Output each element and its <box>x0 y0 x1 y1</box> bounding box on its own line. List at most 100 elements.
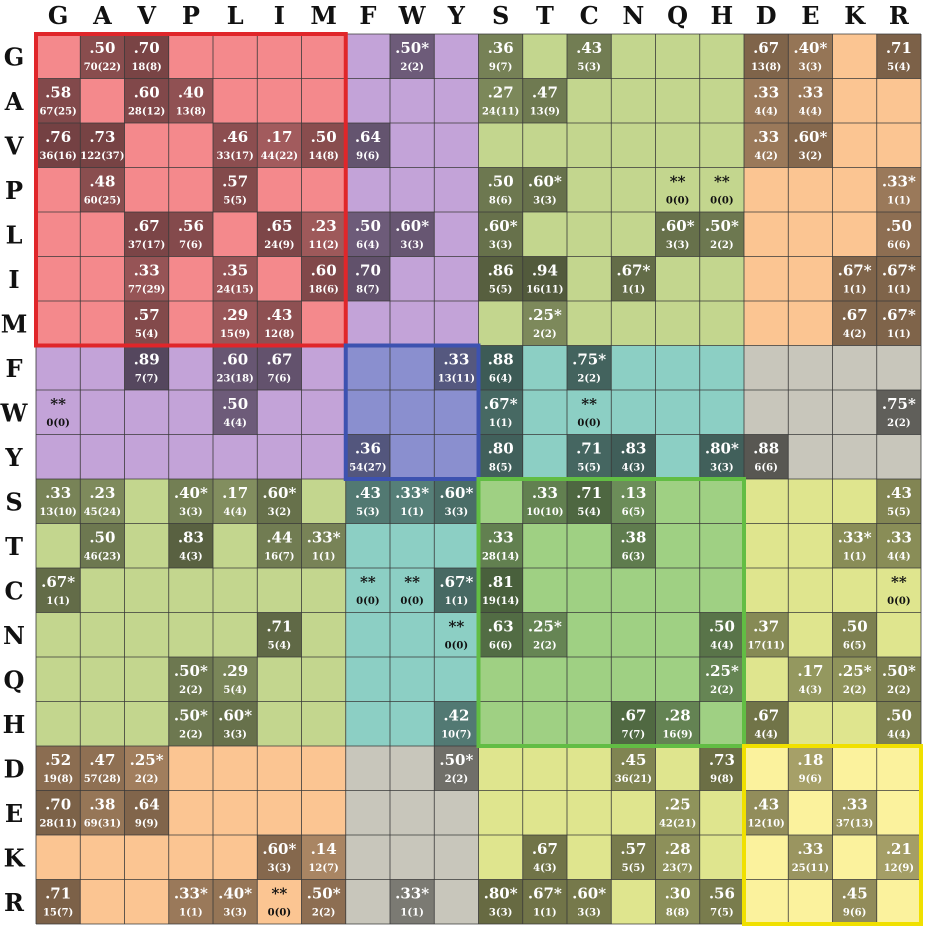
cell-value-label: .33 <box>842 796 868 814</box>
cell-count-label: 23(7) <box>662 863 692 874</box>
cell-value-label: .57 <box>222 173 248 191</box>
cell-background <box>80 879 125 924</box>
heatmap-cell <box>434 701 479 746</box>
cell-value-label: .50* <box>705 217 739 235</box>
cell-background <box>345 390 390 435</box>
heatmap-cell <box>80 167 125 212</box>
cell-value-label: .50 <box>886 707 912 725</box>
heatmap-cell <box>301 212 346 257</box>
heatmap-cell <box>832 301 877 346</box>
heatmap-cell <box>611 701 656 746</box>
cell-count-label: 122(37) <box>80 151 124 162</box>
heatmap-cell <box>168 78 213 123</box>
cell-value-label: .67* <box>484 395 518 413</box>
cell-background <box>390 345 435 390</box>
cell-background <box>567 256 612 301</box>
cell-count-label: 2(2) <box>710 240 733 251</box>
cell-count-label: 24(11) <box>482 107 519 118</box>
cell-count-label: 6(3) <box>622 552 645 563</box>
cell-background <box>832 746 877 791</box>
heatmap-cell <box>876 835 921 880</box>
cell-background <box>36 256 81 301</box>
heatmap-cell <box>80 523 125 568</box>
heatmap-cell <box>434 479 479 524</box>
cell-count-label: 1(1) <box>533 908 556 919</box>
cell-background <box>434 34 479 79</box>
cell-count-label: 2(2) <box>445 774 468 785</box>
cell-background <box>522 390 567 435</box>
heatmap-cell <box>257 123 302 168</box>
cell-background <box>567 568 612 613</box>
heatmap-cell <box>434 345 479 390</box>
cell-count-label: 5(5) <box>577 463 600 474</box>
heatmap-cell <box>788 835 833 880</box>
cell-count-label: 1(1) <box>46 596 69 607</box>
column-label: Y <box>447 1 466 30</box>
cell-count-label: 8(5) <box>489 463 512 474</box>
cell-background <box>478 657 523 702</box>
cell-value-label: .28 <box>665 840 691 858</box>
cell-count-label: 7(6) <box>268 374 291 385</box>
cell-background <box>655 746 700 791</box>
cell-background <box>124 523 169 568</box>
cell-count-label: 77(29) <box>128 285 165 296</box>
cell-background <box>301 657 346 702</box>
heatmap-cell <box>213 123 258 168</box>
cell-background <box>744 523 789 568</box>
cell-count-label: 11(2) <box>308 240 338 251</box>
cell-count-label: 1(1) <box>887 285 910 296</box>
cell-value-label: .50 <box>842 618 868 636</box>
cell-background <box>168 790 213 835</box>
cell-background <box>522 701 567 746</box>
cell-value-label: .50 <box>886 217 912 235</box>
heatmap-cell <box>36 123 81 168</box>
cell-background <box>434 657 479 702</box>
cell-background <box>832 78 877 123</box>
cell-count-label: 4(4) <box>887 552 910 563</box>
cell-background <box>876 123 921 168</box>
cell-count-label: 2(2) <box>135 774 158 785</box>
cell-background <box>788 345 833 390</box>
cell-count-label: 4(4) <box>799 107 822 118</box>
heatmap-cell <box>522 835 567 880</box>
cell-value-label: .30 <box>665 885 691 903</box>
cell-count-label: 2(2) <box>400 62 423 73</box>
heatmap-cell <box>80 34 125 79</box>
cell-count-label: 1(1) <box>887 329 910 340</box>
cell-background <box>478 301 523 346</box>
cell-background <box>36 612 81 657</box>
cell-value-label: .25* <box>130 751 164 769</box>
cell-value-label: .17 <box>266 128 292 146</box>
cell-value-label: .60* <box>262 840 296 858</box>
heatmap-cell <box>611 479 656 524</box>
cell-background <box>611 390 656 435</box>
cell-value-label: .25* <box>528 306 562 324</box>
heatmap-cell <box>345 434 390 479</box>
heatmap-cell <box>390 879 435 924</box>
column-label: L <box>227 1 244 30</box>
cell-count-label: 24(9) <box>264 240 294 251</box>
group-frame <box>34 32 348 348</box>
cell-background <box>301 390 346 435</box>
cell-value-label: .37 <box>753 618 779 636</box>
cell-count-label: 0(0) <box>268 908 291 919</box>
cell-background <box>301 345 346 390</box>
heatmap-cell <box>478 256 523 301</box>
cell-count-label: 4(4) <box>754 730 777 741</box>
cell-value-label: .21 <box>886 840 912 858</box>
cell-count-label: 2(2) <box>887 685 910 696</box>
cell-background <box>832 345 877 390</box>
cell-background <box>213 78 258 123</box>
cell-background <box>567 746 612 791</box>
cell-count-label: 6(4) <box>489 374 512 385</box>
cell-background <box>744 345 789 390</box>
cell-background <box>124 835 169 880</box>
cell-count-label: 1(1) <box>445 596 468 607</box>
heatmap-cell <box>478 390 523 435</box>
heatmap-cell <box>832 612 877 657</box>
cell-background <box>699 701 744 746</box>
cell-value-label: .67* <box>882 306 916 324</box>
heatmap-cell <box>257 479 302 524</box>
cell-value-label: .29 <box>222 662 248 680</box>
